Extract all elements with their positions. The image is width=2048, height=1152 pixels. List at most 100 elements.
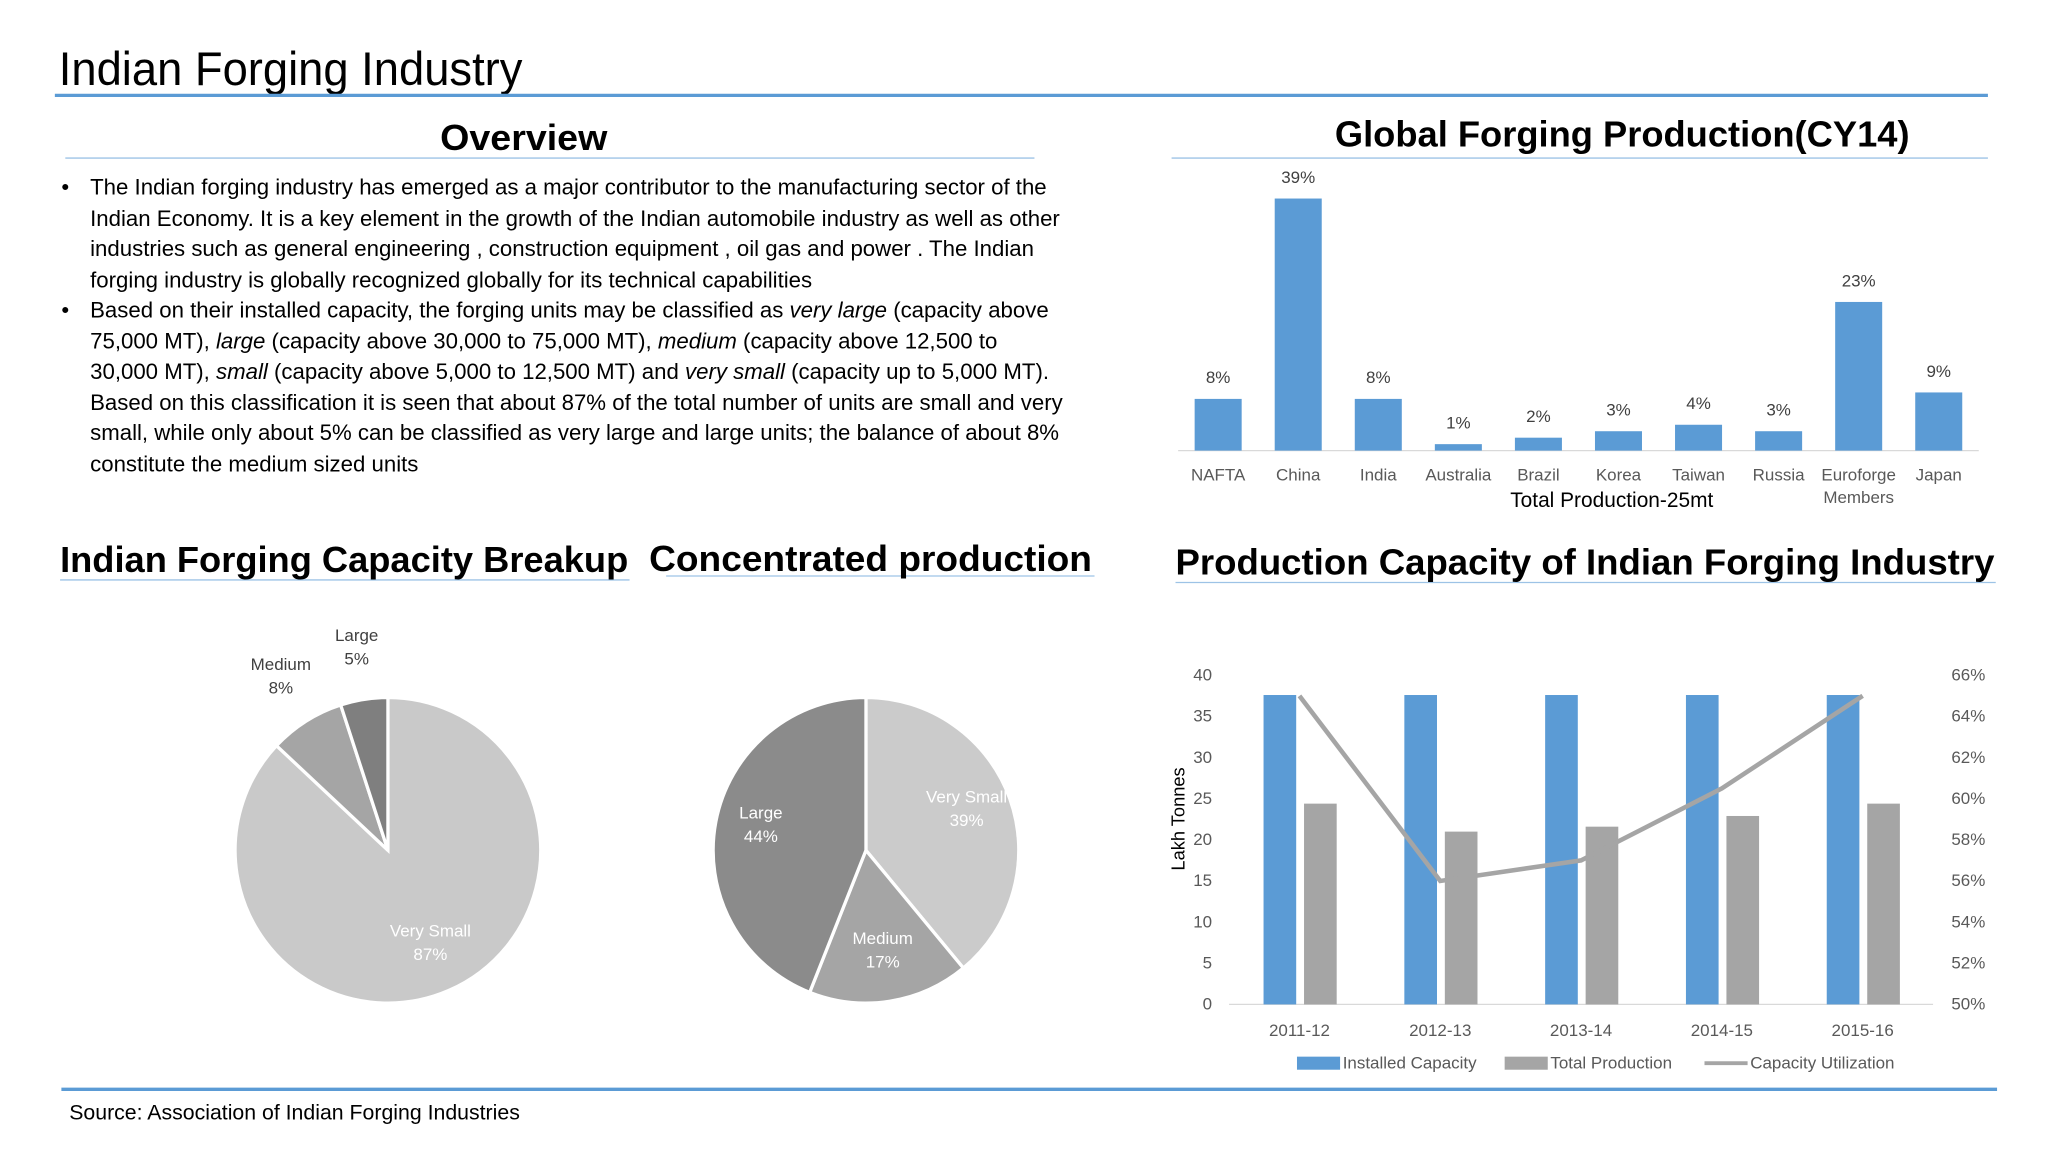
pie-slice [338, 695, 390, 851]
slice-value: 39% [950, 811, 984, 830]
bar [1594, 431, 1642, 451]
bar [1826, 695, 1860, 1005]
data-label: 39% [1281, 168, 1315, 187]
bar [1514, 437, 1562, 451]
overview-box: The Indian forging industry has emerged … [59, 172, 1065, 518]
overview-heading: Overview [440, 117, 608, 158]
x-tick-label: 2013-14 [1550, 1021, 1612, 1040]
y-axis-label: Lakh Tonnes [1168, 767, 1189, 870]
y2-tick-label: 62% [1951, 748, 1985, 767]
x-tick-label: Australia [1425, 466, 1492, 485]
bullet-text: Based on their installed capacity, the f… [90, 297, 790, 323]
chart-title: Production Capacity of Indian Forging In… [1176, 542, 1996, 583]
slice-label: Very Small [926, 787, 1007, 806]
bullet-text: large [216, 328, 266, 354]
slice-label: Large [335, 626, 378, 645]
bullet-text: (capacity above 12,500 to 30,000 MT), [90, 328, 998, 384]
bar [1545, 695, 1578, 1005]
legend-swatch [1504, 1056, 1548, 1070]
data-label: 3% [1606, 401, 1631, 420]
legend-label: Capacity Utilization [1750, 1053, 1894, 1072]
bullet-text: The Indian forging industry has emerged … [90, 175, 1060, 292]
y-tick-label: 0 [1203, 995, 1212, 1014]
legend-label: Total Production [1550, 1053, 1672, 1072]
slice-value: 17% [866, 953, 900, 972]
bar [1915, 392, 1963, 451]
data-label: 3% [1766, 401, 1791, 420]
bar [1867, 803, 1900, 1005]
bullet-text: very small [685, 359, 785, 384]
line-series [1297, 693, 1864, 884]
data-label: 2% [1526, 407, 1551, 426]
bar [1404, 695, 1437, 1005]
data-label: 4% [1686, 394, 1711, 413]
data-label: 9% [1926, 362, 1951, 381]
x-tick-label: Brazil [1517, 466, 1559, 485]
y2-tick-label: 58% [1951, 830, 1985, 849]
y2-tick-label: 56% [1951, 871, 1985, 890]
x-tick-label: Euroforge Members [1821, 466, 1896, 507]
x-tick-label: Russia [1753, 466, 1805, 485]
x-tick-label: 2014-15 [1691, 1021, 1753, 1040]
slice-label: Medium [853, 929, 913, 948]
chart-title: Concentrated production [649, 538, 1092, 579]
bullet-text: (capacity above 75,000 MT), [90, 297, 1049, 354]
bar [1726, 815, 1760, 1005]
x-tick-label: NAFTA [1191, 466, 1246, 485]
legend-label: Installed Capacity [1343, 1053, 1477, 1072]
x-tick-label: India [1360, 466, 1397, 485]
y-tick-label: 15 [1193, 871, 1212, 890]
data-label: 23% [1842, 271, 1876, 290]
pie-slice [864, 695, 1021, 971]
x-tick-label: 2015-16 [1832, 1021, 1894, 1040]
y2-tick-label: 66% [1951, 665, 1985, 684]
bar [1755, 431, 1803, 451]
data-label: 1% [1446, 413, 1471, 432]
bullet-text: (capacity up to 5,000 MT). Based on this… [90, 359, 1063, 477]
bullet-text: very large [789, 297, 888, 323]
bullet-text: (capacity above 30,000 to 75,000 MT), [265, 328, 658, 354]
slice-label: Medium [251, 655, 311, 674]
slice-value: 44% [744, 827, 778, 846]
y2-tick-label: 52% [1951, 953, 1985, 972]
slice-value: 87% [413, 945, 447, 964]
y-tick-label: 10 [1193, 912, 1212, 931]
x-tick-label: Taiwan [1672, 466, 1725, 485]
bar [1434, 444, 1482, 451]
x-axis-label: Total Production-25mt [1510, 489, 1713, 512]
slice-value: 8% [269, 678, 294, 697]
bar [1263, 695, 1297, 1005]
slice-label: Very Small [390, 922, 471, 941]
bullet-text: small [216, 359, 268, 384]
x-tick-label: Japan [1916, 466, 1962, 485]
y2-tick-label: 60% [1951, 789, 1985, 808]
bar [1304, 803, 1337, 1005]
slice-value: 5% [344, 650, 369, 669]
pie-slice [807, 847, 966, 1005]
data-label: 8% [1366, 368, 1391, 387]
y-tick-label: 5 [1203, 953, 1212, 972]
bar [1675, 424, 1723, 451]
y2-tick-label: 54% [1951, 912, 1985, 931]
chart-title: Indian Forging Capacity Breakup [60, 539, 628, 580]
slice-label: Large [739, 803, 782, 822]
x-tick-label: 2012-13 [1409, 1021, 1471, 1040]
bullet-text: medium [657, 328, 737, 354]
page-title: Indian Forging Industry [59, 42, 523, 95]
pie-slice [711, 695, 868, 995]
y-tick-label: 25 [1193, 789, 1212, 808]
bullet: The Indian forging industry has emerged … [59, 172, 1065, 295]
y-tick-label: 30 [1193, 748, 1212, 767]
legend-swatch [1296, 1056, 1341, 1070]
y-tick-label: 35 [1193, 707, 1212, 726]
overview-text: The Indian forging industry has emerged … [59, 172, 1065, 479]
y-tick-label: 20 [1193, 830, 1212, 849]
source: Source: Association of Indian Forging In… [69, 1101, 520, 1124]
y-tick-label: 40 [1193, 665, 1212, 684]
bar [1274, 198, 1322, 451]
x-tick-label: Korea [1596, 466, 1642, 485]
chart-title: Global Forging Production(CY14) [1335, 113, 1910, 154]
bar [1354, 398, 1402, 451]
